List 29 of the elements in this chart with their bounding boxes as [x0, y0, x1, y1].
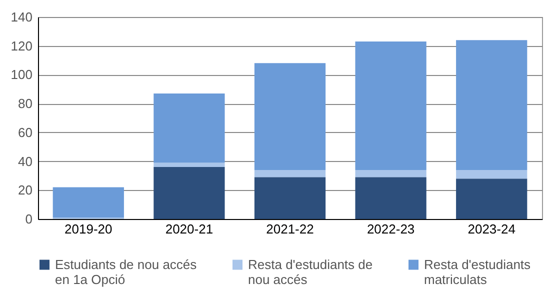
x-tick-label: 2022-23 [366, 222, 415, 236]
bar [355, 177, 426, 219]
y-tick-label: 60 [18, 124, 32, 140]
bar [456, 40, 528, 170]
bar [254, 63, 326, 170]
y-tick-label: 140 [10, 10, 32, 24]
y-tick-label: 100 [10, 67, 32, 82]
x-tick-label: 2021-22 [266, 222, 314, 236]
x-tick-label: 2023-24 [468, 222, 516, 236]
legend-label: Resta d'estudiants de nou accés [248, 256, 373, 287]
bar [154, 93, 225, 163]
y-tick-label: 80 [18, 96, 32, 112]
y-tick-label: 20 [18, 182, 32, 198]
bar [254, 177, 326, 219]
bar [154, 162, 225, 168]
bar [154, 167, 225, 219]
y-tick-label: 0 [25, 212, 32, 226]
y-tick-label: 120 [10, 38, 32, 54]
bar [52, 187, 124, 218]
y-tick-label: 40 [18, 154, 32, 169]
bar [355, 42, 426, 170]
bar [456, 170, 528, 179]
legend-label: Estudiants de nou accés en 1a Opció [55, 256, 198, 287]
legend-label: Resta d'estudiants matriculats [424, 256, 532, 287]
bar [355, 170, 426, 178]
x-tick-label: 2020-21 [165, 222, 214, 236]
bar [254, 170, 326, 178]
bar [456, 178, 528, 219]
x-tick-label: 2019-20 [64, 222, 112, 236]
